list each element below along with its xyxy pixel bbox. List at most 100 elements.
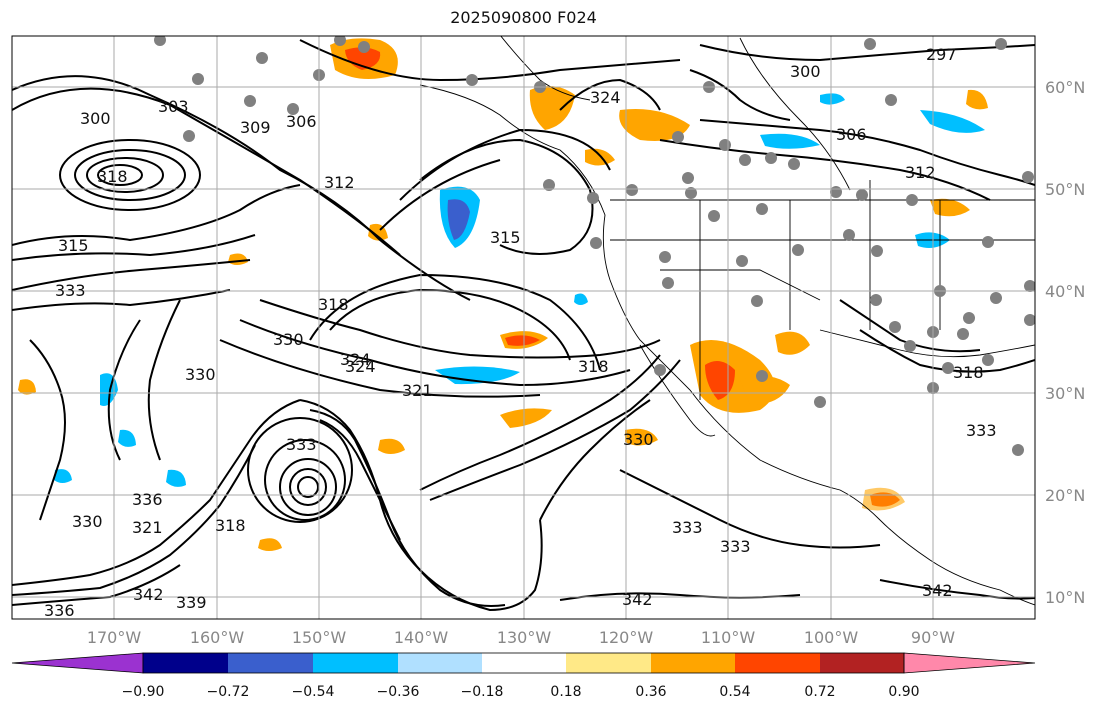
colorbar-tick: 0.18 (550, 684, 581, 700)
shade-orange (625, 428, 658, 446)
colorbar-tick: −0.72 (207, 684, 250, 700)
contour-label: 333 (966, 421, 997, 440)
shade-orange (378, 438, 405, 454)
colorbar-cell (313, 653, 398, 673)
lon-label: 120°W (599, 628, 654, 647)
contour-label: 333 (55, 281, 86, 300)
shade-orange (619, 109, 690, 141)
contour-label: 318 (953, 363, 984, 382)
shade-orange (258, 538, 282, 551)
contour-label: 309 (240, 118, 271, 137)
contour-label: 342 (922, 581, 953, 600)
shade-red (505, 335, 540, 346)
contour-label: 324 (340, 350, 371, 369)
contour-label: 318 (578, 357, 609, 376)
plot-frame (11, 35, 1036, 620)
lon-label: 140°W (394, 628, 449, 647)
contour-label: 303 (158, 97, 189, 116)
contour-label: 318 (215, 516, 246, 535)
shade-orange (775, 331, 810, 355)
colorbar-cell (903, 652, 1036, 674)
shade-blue (166, 469, 186, 487)
lon-axis: 170°W 160°W 150°W 140°W 130°W 120°W 110°… (87, 628, 955, 647)
contour-label: 318 (97, 167, 128, 186)
contour-label: 306 (286, 112, 317, 131)
colorbar-tick: −0.90 (122, 684, 165, 700)
lat-axis: 60°N 50°N 40°N 30°N 20°N 10°N (1045, 78, 1085, 607)
contour-lines (12, 39, 1035, 612)
colorbar-cell (11, 652, 144, 674)
contour-label: 330 (273, 330, 304, 349)
lat-label: 20°N (1045, 486, 1085, 505)
shade-darkblue (447, 199, 470, 240)
lat-label: 40°N (1045, 282, 1085, 301)
contour-label: 315 (490, 228, 521, 247)
lat-label: 10°N (1045, 588, 1085, 607)
colorbar-cell (820, 653, 904, 673)
lon-label: 90°W (911, 628, 955, 647)
lon-label: 100°W (804, 628, 859, 647)
colorbar-tick: 0.36 (635, 684, 666, 700)
shade-orange (529, 86, 575, 130)
lon-label: 160°W (190, 628, 245, 647)
contour-label: 324 (345, 357, 376, 376)
lon-label: 130°W (497, 628, 552, 647)
contour-label: 342 (622, 590, 653, 609)
plot-area: 300 303 306 309 318 315 333 330 312 318 … (12, 36, 1035, 620)
contour-label: 339 (176, 593, 207, 612)
colorbar-frame (142, 652, 905, 674)
shade-blue (920, 110, 985, 133)
colorbar-cell (566, 653, 651, 673)
contour-label: 297 (926, 45, 957, 64)
contour-label: 330 (72, 512, 103, 531)
contour-label: 333 (720, 537, 751, 556)
contour-labels: 300 303 306 309 318 315 333 330 312 318 … (44, 45, 997, 620)
contour-label: 300 (790, 62, 821, 81)
contour-label: 318 (318, 295, 349, 314)
colorbar-cell (651, 653, 735, 673)
lat-label: 30°N (1045, 384, 1085, 403)
lat-label: 50°N (1045, 180, 1085, 199)
colorbar-cell (482, 653, 566, 673)
shade-blue (54, 469, 72, 483)
shade-blue (820, 93, 845, 105)
shade-lightblue (435, 366, 520, 385)
contour-label: 321 (132, 518, 163, 537)
colorbar-cell (228, 653, 313, 673)
graticule (12, 36, 1035, 619)
contour-label: 333 (672, 518, 703, 537)
lat-label: 60°N (1045, 78, 1085, 97)
colorbar-tick: 0.72 (804, 684, 835, 700)
contour-label: 312 (324, 173, 355, 192)
shading-layer (18, 38, 988, 551)
contour-label: 306 (836, 125, 867, 144)
lon-label: 150°W (292, 628, 347, 647)
coastlines (419, 36, 1035, 606)
colorbar-tick: −0.54 (292, 684, 335, 700)
contour-label: 321 (402, 381, 433, 400)
shade-blue (574, 293, 588, 305)
colorbar-tick: 0.90 (888, 684, 919, 700)
colorbar-cell (398, 653, 482, 673)
lon-label: 170°W (87, 628, 142, 647)
shade-blue (118, 429, 136, 447)
colorbar-tick: −0.18 (461, 684, 504, 700)
contour-label: 300 (80, 109, 111, 128)
contour-label: 336 (44, 601, 75, 620)
shade-orange (862, 487, 905, 511)
shade-blue (760, 133, 820, 149)
colorbar-cell (735, 653, 820, 673)
contour-label: 342 (133, 585, 164, 604)
colorbar-cell (143, 653, 228, 673)
contour-label: 330 (623, 430, 654, 449)
contour-label: 324 (590, 88, 621, 107)
contour-label: 315 (58, 236, 89, 255)
lon-label: 110°W (701, 628, 756, 647)
contour-label: 312 (905, 163, 936, 182)
shade-red (345, 47, 381, 70)
contour-label: 333 (286, 435, 317, 454)
shade-orange (585, 148, 615, 166)
colorbar-tick: −0.36 (377, 684, 420, 700)
contour-label: 330 (185, 365, 216, 384)
